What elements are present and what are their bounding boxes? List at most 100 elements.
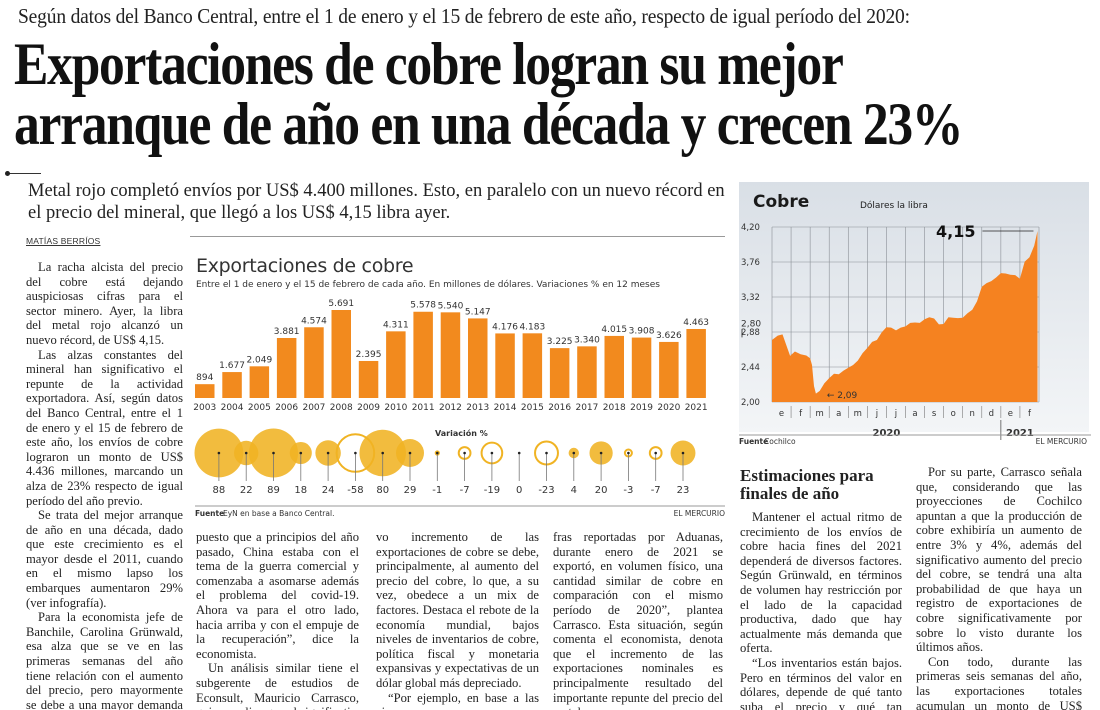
copper-month-label: o xyxy=(951,409,956,419)
variation-label: 18 xyxy=(294,485,307,496)
copper-ytick-label: 4,20 xyxy=(741,223,760,233)
exports-chart-title: Exportaciones de cobre xyxy=(196,255,414,277)
headline: Exportaciones de cobre logran su mejor a… xyxy=(14,34,963,157)
year-tick-label: 2019 xyxy=(630,403,653,413)
copper-year-label: 2020 xyxy=(873,428,901,439)
bar-value-label: 3.626 xyxy=(656,331,682,341)
bar-2005 xyxy=(249,366,270,398)
year-tick-label: 2018 xyxy=(603,403,626,413)
exports-source-label: Fuente xyxy=(195,509,224,518)
bar-2008 xyxy=(331,310,351,398)
bar-value-label: 5.691 xyxy=(328,299,354,309)
bar-2009 xyxy=(358,360,379,398)
bar-2018 xyxy=(604,335,624,398)
copper-month-label: n xyxy=(970,409,975,419)
paragraph: Por su parte, Carrasco señala que, consi… xyxy=(916,465,1082,655)
variation-label: 4 xyxy=(571,485,577,496)
bar-2006 xyxy=(276,337,297,398)
copper-month-label: j xyxy=(894,409,897,419)
variation-label: 22 xyxy=(240,485,253,496)
variation-center-dot xyxy=(436,451,439,455)
annotation-record-value: 4,15 xyxy=(936,222,975,241)
article-column-4: fras reportadas por Aduanas, durante ene… xyxy=(553,530,723,710)
year-tick-label: 2015 xyxy=(521,403,544,413)
variation-label: 80 xyxy=(376,485,389,496)
annotation-low-value: ← 2,09 xyxy=(827,391,858,401)
bar-value-label: 2.395 xyxy=(356,350,382,360)
variation-label: 89 xyxy=(267,485,280,496)
variation-label: 88 xyxy=(213,485,226,496)
year-tick-label: 2011 xyxy=(412,403,435,413)
variation-label: -19 xyxy=(484,485,500,496)
variation-label: -7 xyxy=(651,485,661,496)
bar-2013 xyxy=(468,318,488,398)
headline-line-2: arranque de año en una década y crecen 2… xyxy=(14,91,963,157)
article-column-5: Mantener el actual ritmo de crecimiento … xyxy=(740,510,902,710)
paragraph: Las alzas constantes del mineral han sig… xyxy=(26,347,183,508)
bar-value-label: 5.540 xyxy=(438,301,464,311)
variation-center-dot xyxy=(463,451,466,455)
annotation-start-value: 2,80 xyxy=(741,319,761,329)
copper-chart-title: Cobre xyxy=(753,192,809,212)
variation-label: 23 xyxy=(677,485,690,496)
bar-value-label: 4.311 xyxy=(383,320,409,330)
year-tick-label: 2014 xyxy=(494,403,517,413)
variation-label: -58 xyxy=(347,485,363,496)
copper-month-label: a xyxy=(836,409,841,419)
bar-value-label: 4.015 xyxy=(601,325,627,335)
exports-chart-subtitle: Entre el 1 de enero y el 15 de febrero d… xyxy=(196,280,660,290)
article-column-6: Por su parte, Carrasco señala que, consi… xyxy=(916,465,1082,710)
copper-year-label: 2021 xyxy=(1006,428,1034,439)
paragraph: Mantener el actual ritmo de crecimiento … xyxy=(740,510,902,656)
year-tick-label: 2006 xyxy=(275,403,298,413)
year-tick-label: 2005 xyxy=(248,403,271,413)
copper-source-label: Fuente xyxy=(739,437,768,446)
variation-center-dot xyxy=(217,451,221,455)
variation-center-dot xyxy=(517,451,521,455)
variation-label: -7 xyxy=(460,485,470,496)
copper-month-label: m xyxy=(854,409,862,419)
divider xyxy=(190,236,725,237)
bar-2019 xyxy=(631,337,652,398)
bar-value-label: 5.578 xyxy=(410,301,436,311)
paragraph: “Los inventarios están bajos. Pero en té… xyxy=(740,655,902,710)
deck-summary: Metal rojo completó envíos por US$ 4.400… xyxy=(28,181,725,223)
paragraph: Con todo, durante las primeras seis sema… xyxy=(916,654,1082,710)
year-tick-label: 2013 xyxy=(466,403,489,413)
variation-label: -23 xyxy=(538,485,554,496)
copper-source: Cochilco xyxy=(764,437,796,446)
exports-chart: 89420031.67720042.04920053.88120064.5742… xyxy=(193,299,725,518)
variation-center-dot xyxy=(408,451,412,455)
year-tick-label: 2009 xyxy=(357,403,380,413)
bar-2012 xyxy=(440,312,461,398)
article-column-2: puesto que a principios del año pasado, … xyxy=(196,530,359,710)
subheading: Estimaciones para finales de año xyxy=(740,466,874,503)
paragraph: Para la economista jefe de Banchile, Car… xyxy=(26,610,183,710)
year-tick-label: 2007 xyxy=(302,403,325,413)
bar-2003 xyxy=(195,384,215,398)
variation-label: -1 xyxy=(432,485,442,496)
year-tick-label: 2016 xyxy=(548,403,571,413)
variation-center-dot xyxy=(654,451,657,455)
bar-2020 xyxy=(659,341,679,398)
bar-value-label: 3.908 xyxy=(629,327,655,337)
year-tick-label: 2017 xyxy=(575,403,598,413)
copper-month-label: s xyxy=(932,409,937,419)
exports-credit: EL MERCURIO xyxy=(674,509,725,518)
bar-2016 xyxy=(549,348,570,398)
paragraph: puesto que a principios del año pasado, … xyxy=(196,530,359,661)
variation-center-dot xyxy=(572,451,576,455)
copper-month-label: e xyxy=(1008,409,1013,419)
byline: MATÍAS BERRÍOS xyxy=(26,236,101,246)
variation-center-dot xyxy=(326,451,330,455)
variation-label: -3 xyxy=(623,485,633,496)
bar-value-label: 3.225 xyxy=(547,337,573,347)
copper-month-label: j xyxy=(875,409,878,419)
bar-2014 xyxy=(495,333,515,398)
bar-value-label: 3.340 xyxy=(574,335,600,345)
paragraph: vo incremento de las exportaciones de co… xyxy=(376,530,539,690)
article-column-3: vo incremento de las exportaciones de co… xyxy=(376,530,539,710)
copper-chart-subtitle: Dólares la libra xyxy=(860,200,928,211)
copper-price-area xyxy=(772,231,1038,402)
copper-month-label: e xyxy=(779,409,784,419)
